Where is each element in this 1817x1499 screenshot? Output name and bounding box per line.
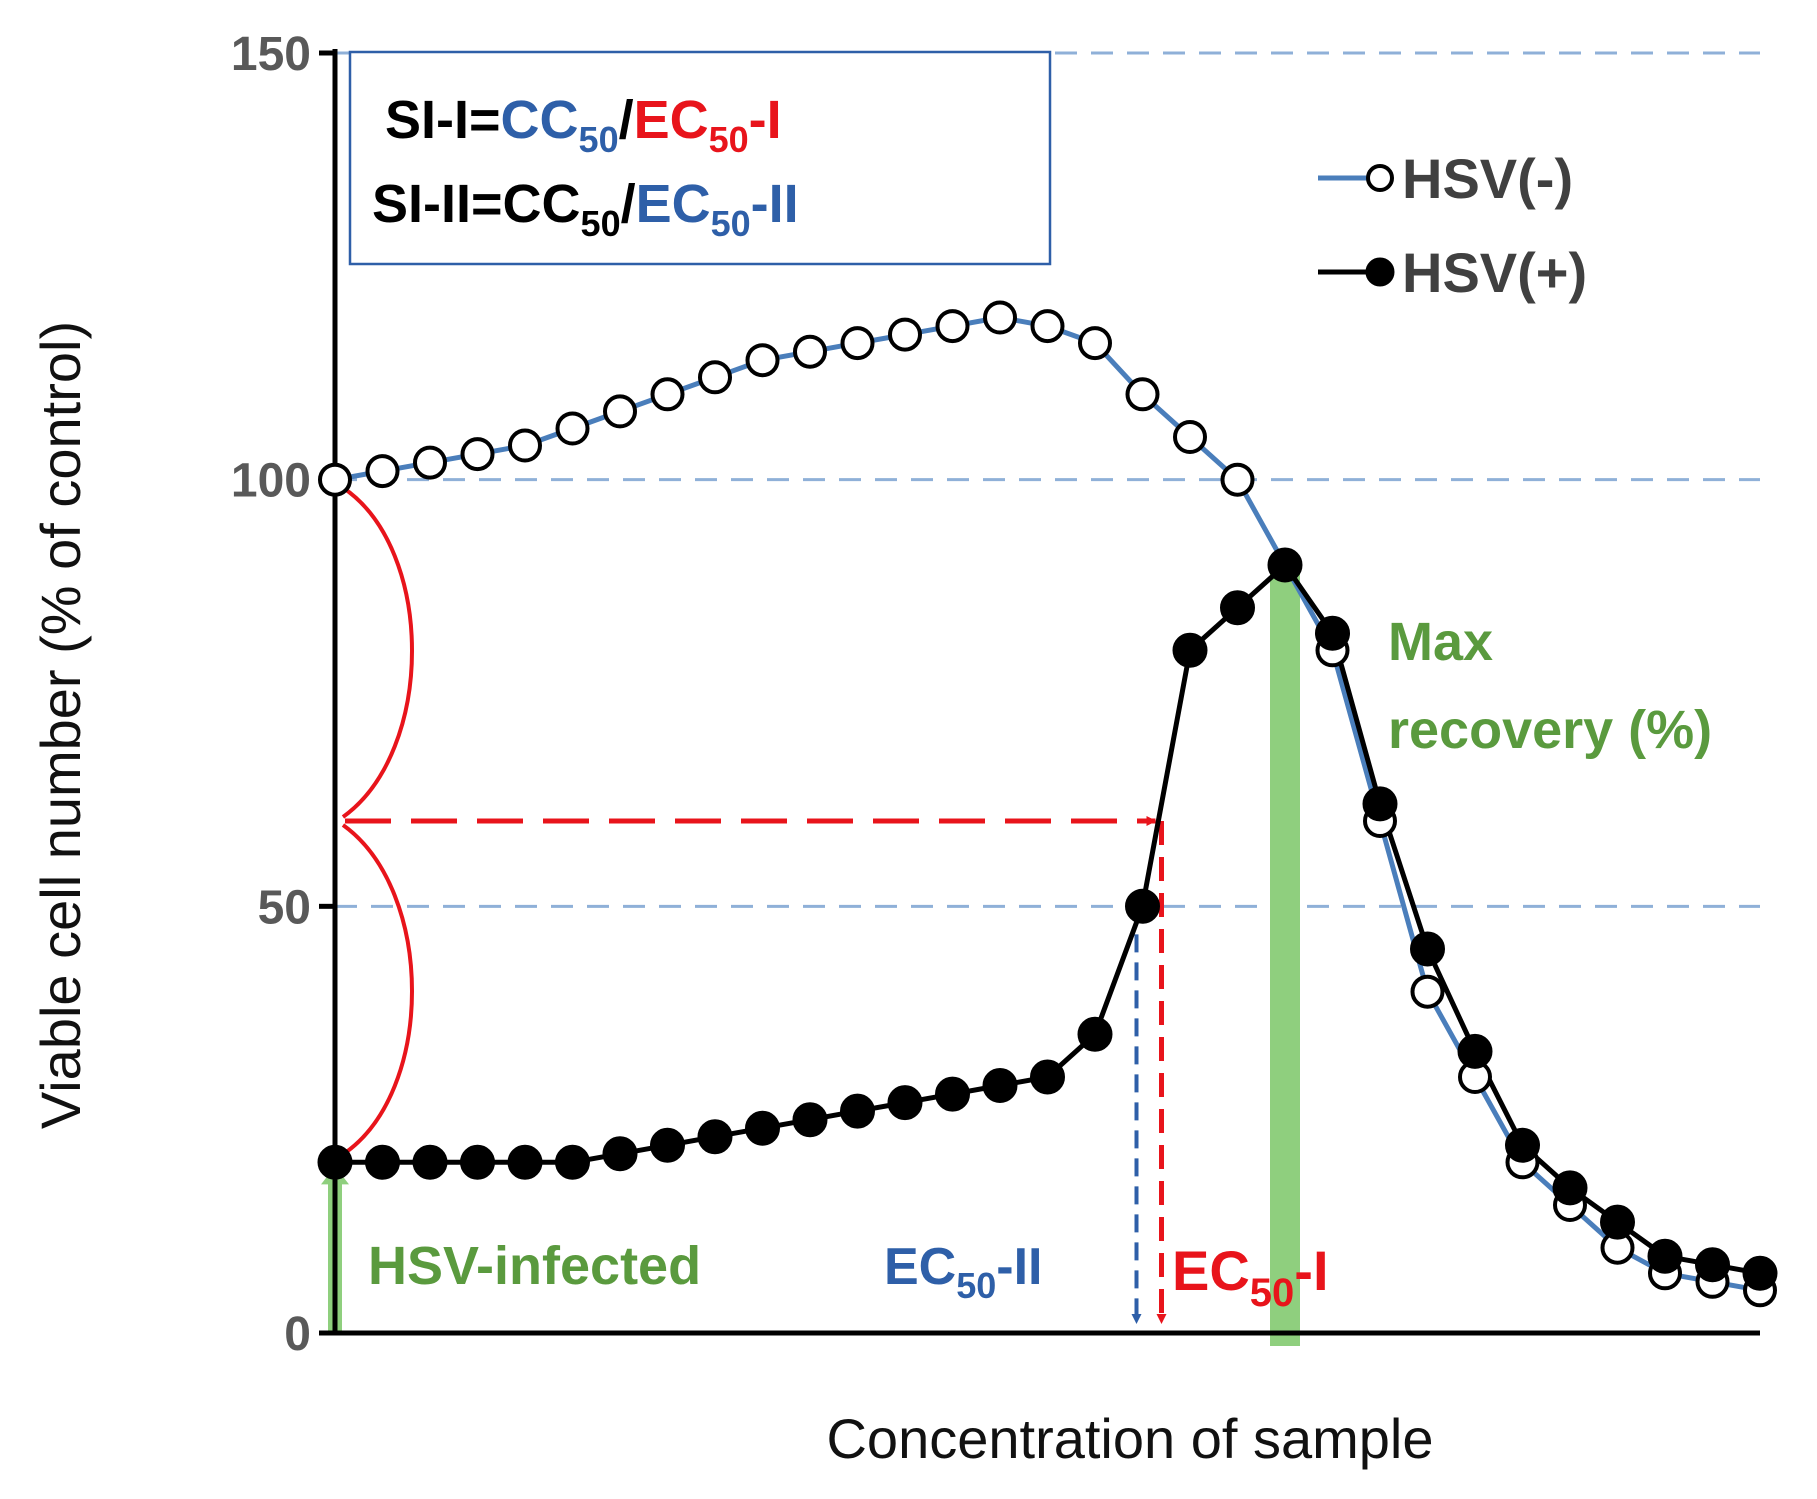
hsv-plus-point — [1362, 786, 1398, 822]
hsv-infected-label: HSV-infected — [368, 1236, 701, 1296]
hsv-plus-point — [507, 1144, 543, 1180]
hsv-plus-point — [365, 1144, 400, 1180]
hsv-plus-point — [840, 1093, 875, 1129]
formula-si-i: SI-I=CC50/EC50-I — [385, 90, 782, 160]
hsv-plus-point — [460, 1144, 495, 1180]
hsv-plus-point — [1410, 931, 1445, 967]
hsv-plus-point — [887, 1085, 923, 1121]
hsv-minus-line — [334, 315, 1761, 1293]
hsv-plus-point — [1647, 1238, 1683, 1274]
hsv-minus-point — [840, 326, 875, 361]
axes — [319, 49, 1760, 1336]
hsv-plus-point — [1552, 1170, 1588, 1206]
hsv-minus-point — [413, 445, 447, 480]
hsv-minus-point — [745, 343, 780, 378]
legend-marker-hsv-plus — [1365, 257, 1395, 287]
hsv-plus-point — [602, 1136, 638, 1172]
max-recovery-label-line2: recovery (%) — [1388, 700, 1712, 760]
hsv-plus-point — [1267, 547, 1303, 583]
x-axis-title: Concentration of sample — [826, 1407, 1433, 1470]
hsv-minus-point — [1410, 974, 1445, 1009]
formula-box-border — [348, 50, 1052, 266]
hsv-plus-point — [1077, 1016, 1113, 1052]
hsv-plus-point — [317, 1144, 353, 1180]
hsv-minus-point — [935, 309, 970, 344]
hsv-minus-point — [365, 454, 400, 489]
y-tick-label: 0 — [284, 1308, 311, 1361]
ec50-i-label: EC50-I — [1172, 1239, 1329, 1315]
hsv-plus-point — [1220, 590, 1255, 626]
green-bars — [321, 565, 1300, 1346]
hsv-plus-point — [792, 1102, 828, 1138]
hsv-plus-point — [1600, 1204, 1635, 1240]
hsv-minus-point — [1030, 309, 1065, 344]
hsv-plus-point — [1695, 1247, 1730, 1283]
hsv-plus-point — [697, 1119, 733, 1155]
legend-label-hsv-plus: HSV(+) — [1402, 241, 1587, 304]
hsv-minus-point — [1078, 326, 1112, 361]
hsv-minus-point — [1173, 420, 1207, 454]
hsv-minus-point — [1220, 462, 1255, 497]
hsv-minus-point — [698, 360, 732, 395]
hsv-minus-point — [318, 462, 352, 497]
y-tick-labels: 0 50 100 150 — [231, 28, 311, 1361]
hsv-plus-point — [745, 1110, 780, 1146]
y-tick-label: 50 — [258, 881, 311, 934]
hsv-minus-point — [983, 300, 1017, 335]
hsv-plus-point — [555, 1144, 590, 1180]
hsv-minus-point — [460, 437, 495, 472]
hsv-plus-point — [935, 1076, 970, 1112]
hsv-plus-point — [1457, 1033, 1493, 1069]
bracket-upper — [341, 486, 414, 819]
hsv-plus-point — [982, 1068, 1018, 1103]
hsv-plus-point — [1315, 615, 1350, 651]
y-tick-label: 150 — [231, 28, 311, 81]
hsv-plus-line — [335, 562, 1761, 1276]
hsv-plus-point — [1742, 1255, 1778, 1291]
hsv-minus-point — [555, 411, 590, 446]
hsv-minus-point — [650, 377, 685, 412]
hsv-minus-point — [603, 394, 637, 429]
legend-marker-hsv-minus — [1366, 164, 1394, 192]
hsv-minus-point — [888, 317, 922, 352]
formula-box: SI-I=CC50/EC50-I SI-II=CC50/EC50-II — [348, 50, 1052, 266]
y-axis-title: Viable cell number (% of control) — [29, 321, 92, 1129]
hsv-minus-point — [793, 334, 827, 369]
hsv-plus-point — [412, 1144, 448, 1180]
ec50-ii-label: EC50-II — [884, 1238, 1043, 1306]
legend-label-hsv-minus: HSV(-) — [1402, 147, 1573, 210]
hsv-minus-point — [1125, 377, 1160, 412]
hsv-plus-point — [1172, 632, 1208, 668]
hsv-plus-point — [1125, 888, 1160, 924]
bracket-lower — [341, 823, 414, 1156]
legend: HSV(-) HSV(+) — [1318, 147, 1587, 304]
hsv-minus-point — [508, 428, 542, 463]
max-recovery-label-line1: Max — [1388, 612, 1493, 672]
hsv-plus-point — [1030, 1059, 1065, 1095]
ec50-guides — [341, 486, 1167, 1324]
formula-si-ii: SI-II=CC50/EC50-II — [372, 174, 799, 244]
y-tick-label: 100 — [231, 455, 311, 508]
hsv-plus-point — [1505, 1127, 1540, 1163]
series — [317, 300, 1778, 1308]
hsv-plus-point — [650, 1127, 685, 1163]
